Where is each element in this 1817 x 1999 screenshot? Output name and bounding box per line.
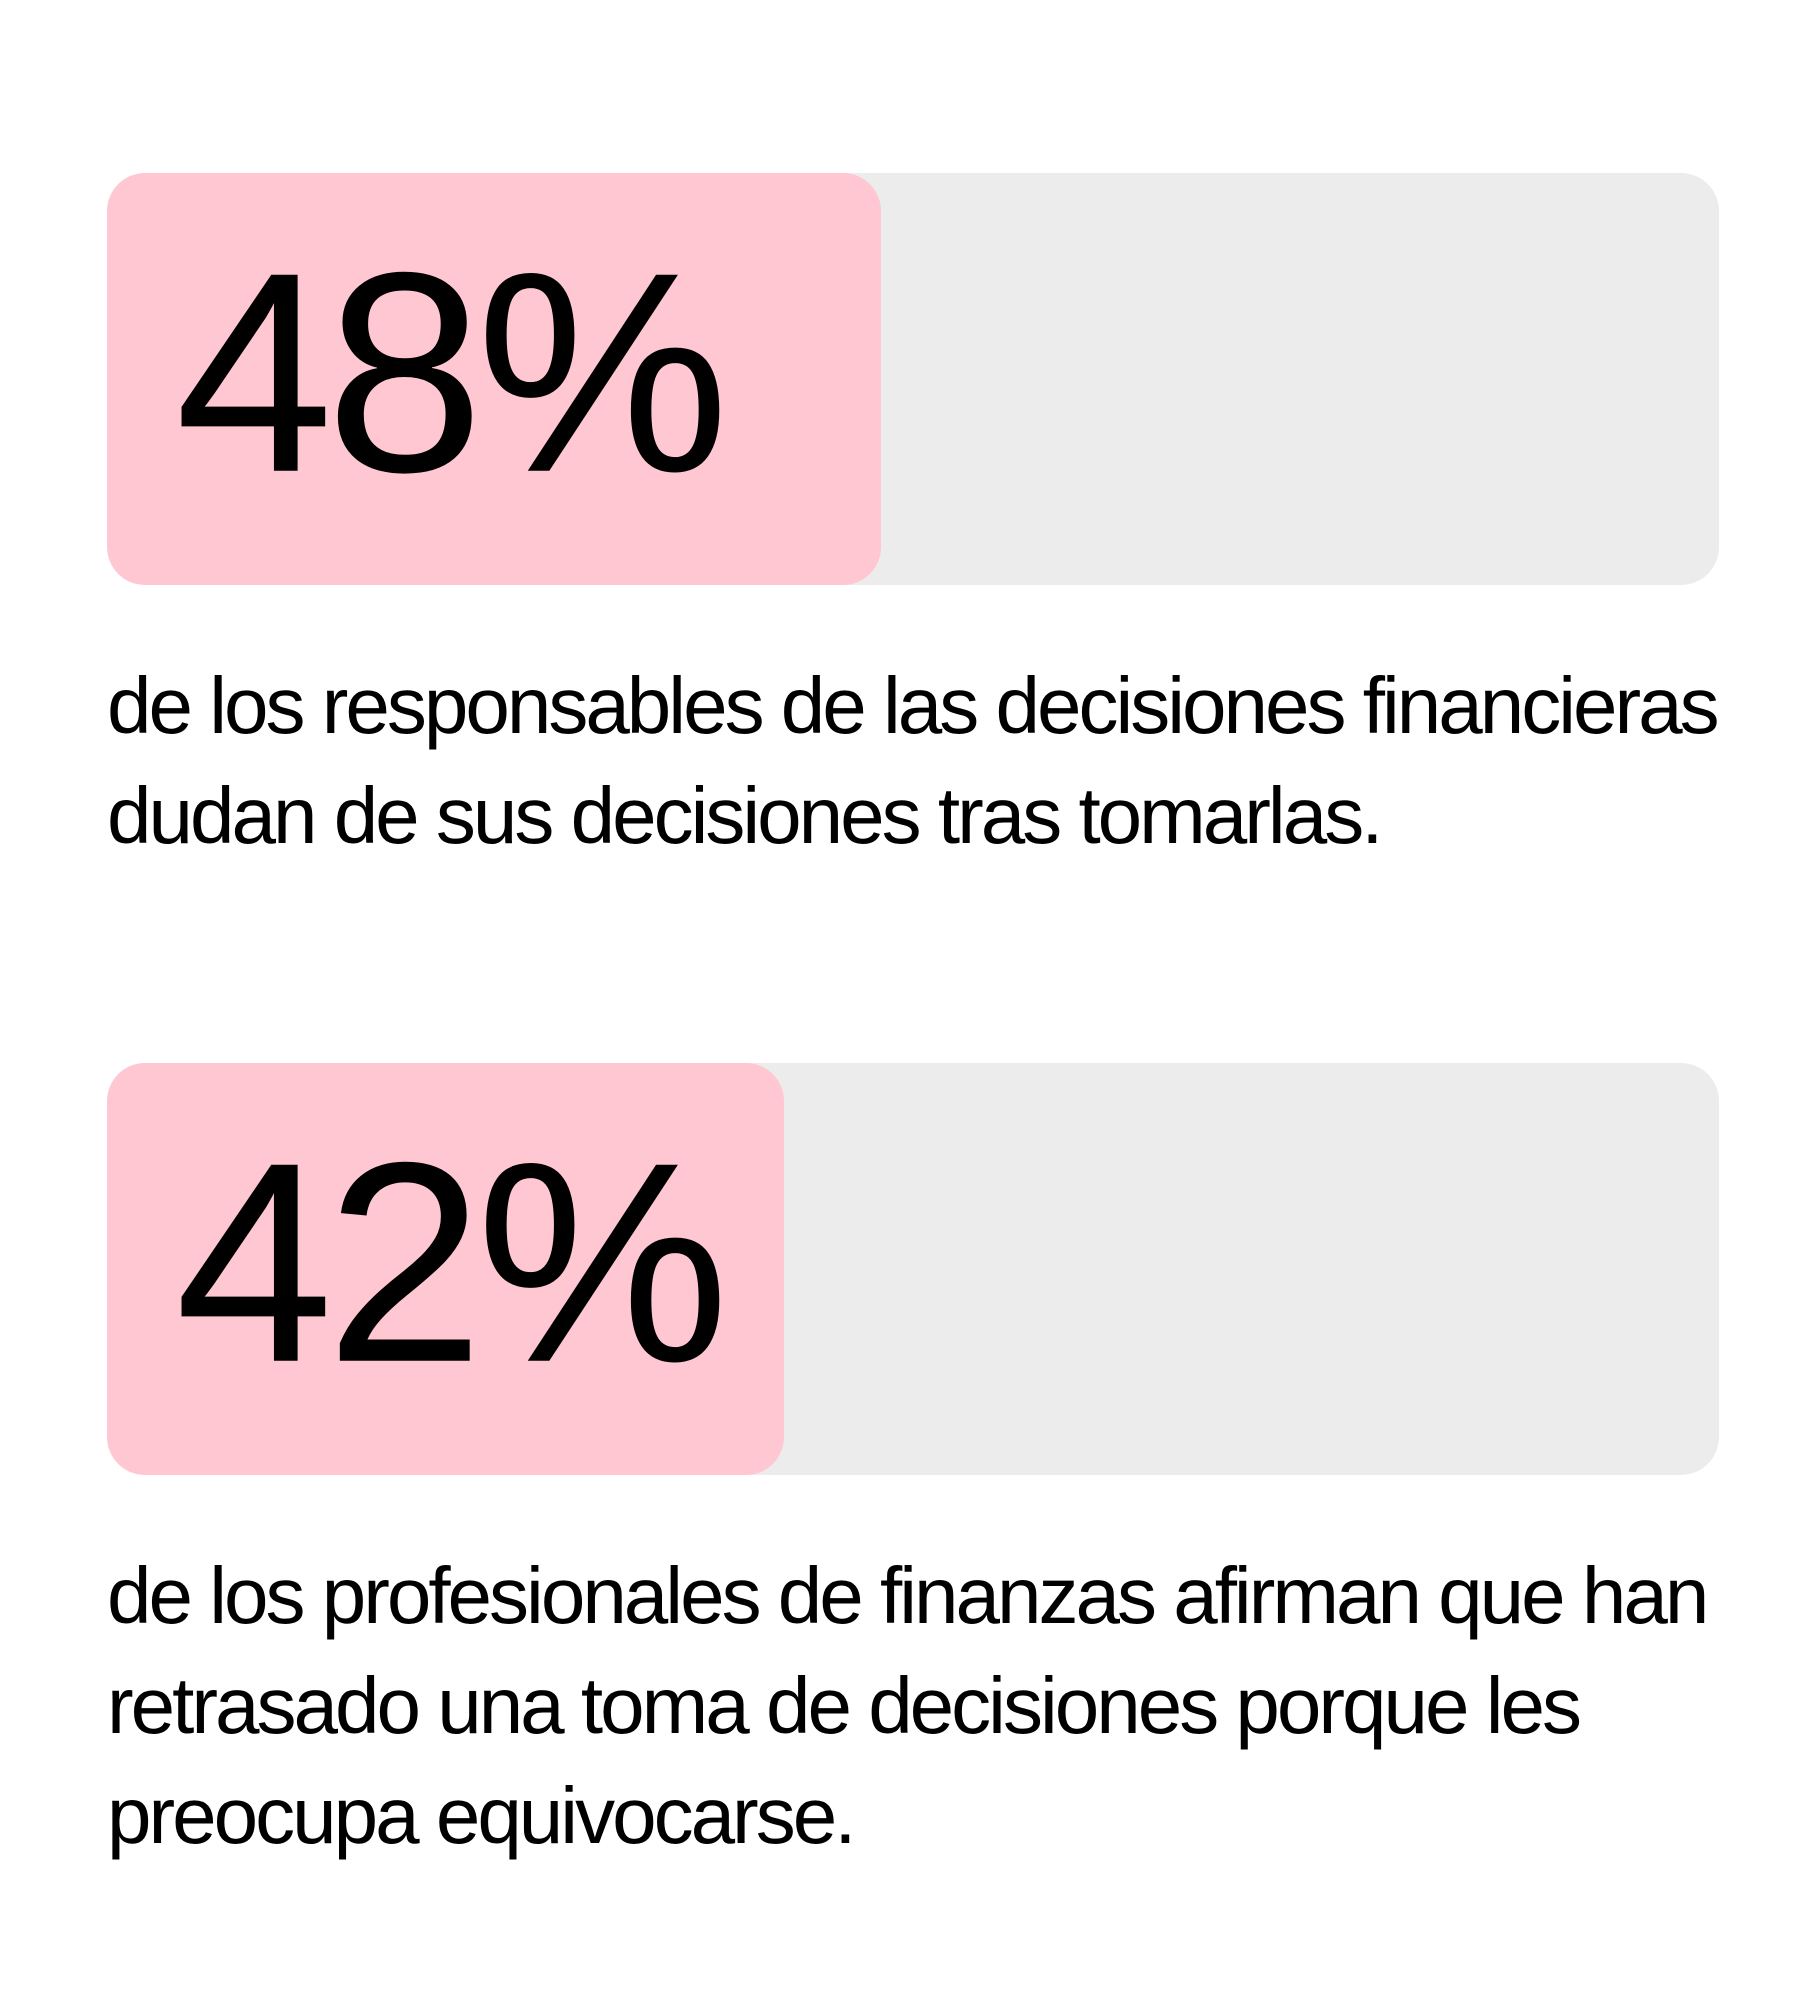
progress-track-1: 48%: [107, 173, 1719, 585]
stat-value-2: 42%: [175, 1103, 729, 1422]
progress-fill-1: [107, 173, 881, 585]
stat-caption-2: de los profesionales de finanzas afirman…: [107, 1551, 1709, 1860]
stat-block-1: 48% de los responsables de las decisione…: [107, 173, 1720, 871]
stat-value-1: 48%: [175, 213, 729, 532]
progress-track-2: 42%: [107, 1063, 1719, 1475]
progress-fill-2: [107, 1063, 785, 1475]
stat-caption-1: de los responsables de las decisiones fi…: [107, 661, 1720, 860]
stat-block-2: 42% de los profesionales de finanzas afi…: [107, 1063, 1719, 1871]
